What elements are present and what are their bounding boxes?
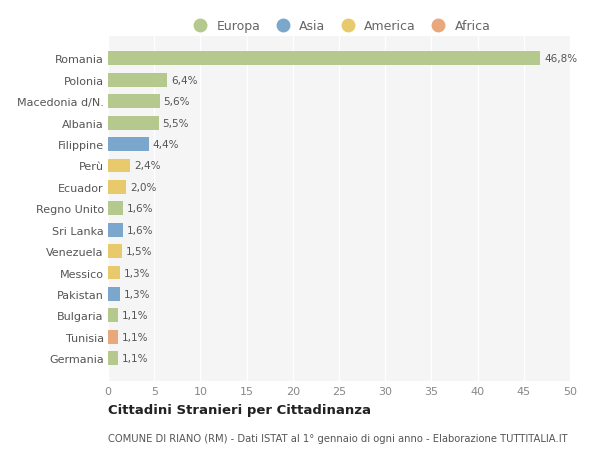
Bar xyxy=(108,180,127,195)
Text: 1,3%: 1,3% xyxy=(124,268,150,278)
Text: 1,1%: 1,1% xyxy=(122,353,148,364)
Text: 6,4%: 6,4% xyxy=(171,76,197,86)
Bar xyxy=(108,330,118,344)
Bar xyxy=(108,245,122,258)
Text: COMUNE DI RIANO (RM) - Dati ISTAT al 1° gennaio di ogni anno - Elaborazione TUTT: COMUNE DI RIANO (RM) - Dati ISTAT al 1° … xyxy=(108,433,568,442)
Bar xyxy=(108,95,160,109)
Text: 1,6%: 1,6% xyxy=(127,204,153,214)
Text: 5,6%: 5,6% xyxy=(163,97,190,107)
Text: 46,8%: 46,8% xyxy=(544,54,577,64)
Text: 2,0%: 2,0% xyxy=(130,183,157,192)
Text: 5,5%: 5,5% xyxy=(163,118,189,129)
Bar xyxy=(108,138,149,152)
Bar xyxy=(108,352,118,365)
Text: 1,1%: 1,1% xyxy=(122,311,148,321)
Text: 1,1%: 1,1% xyxy=(122,332,148,342)
Bar xyxy=(108,202,123,216)
Legend: Europa, Asia, America, Africa: Europa, Asia, America, Africa xyxy=(182,16,496,39)
Bar xyxy=(108,266,120,280)
Text: 1,6%: 1,6% xyxy=(127,225,153,235)
Text: 4,4%: 4,4% xyxy=(152,140,179,150)
Bar xyxy=(108,309,118,323)
Bar xyxy=(108,287,120,301)
Text: 1,3%: 1,3% xyxy=(124,289,150,299)
Bar xyxy=(108,117,159,130)
Text: Cittadini Stranieri per Cittadinanza: Cittadini Stranieri per Cittadinanza xyxy=(108,403,371,416)
Bar xyxy=(108,74,167,88)
Text: 1,5%: 1,5% xyxy=(125,246,152,257)
Bar xyxy=(108,159,130,173)
Bar xyxy=(108,223,123,237)
Text: 2,4%: 2,4% xyxy=(134,161,160,171)
Bar xyxy=(108,52,541,66)
